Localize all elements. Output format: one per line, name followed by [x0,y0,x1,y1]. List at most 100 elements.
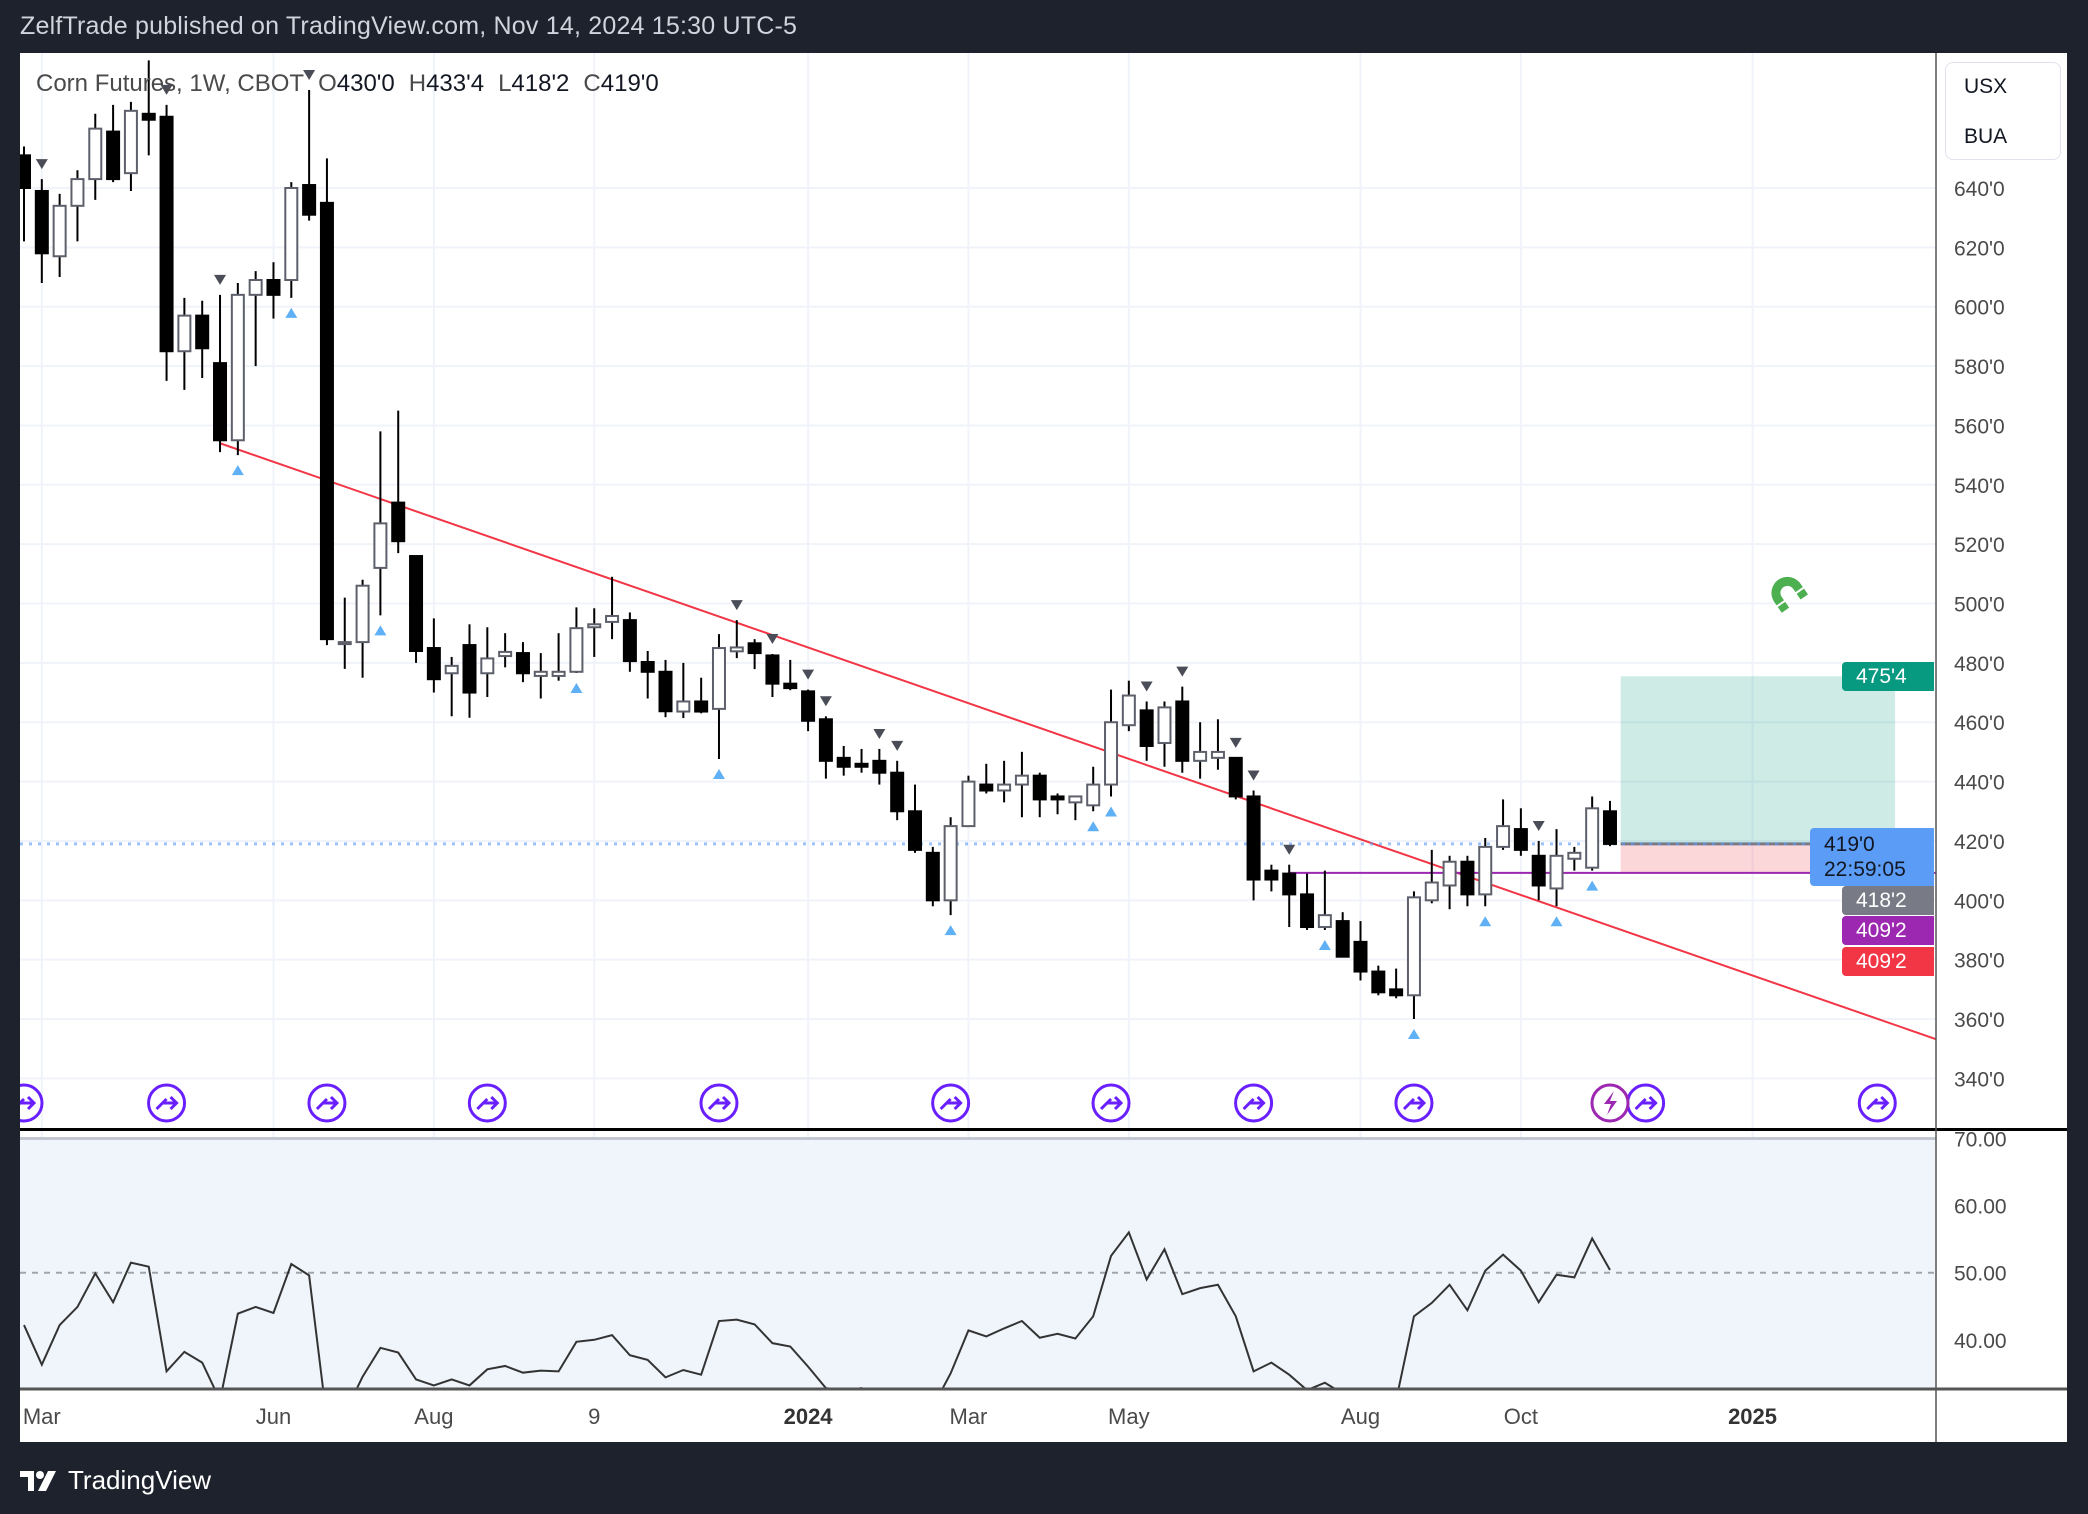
candle[interactable] [1602,800,1617,847]
candle[interactable] [426,618,441,693]
time-axis-label[interactable]: 9 [588,1404,600,1429]
candle[interactable] [88,113,103,200]
rsi-line[interactable] [23,1230,1611,1420]
candle[interactable] [997,760,1012,803]
candle[interactable] [622,612,637,672]
candle[interactable] [765,653,780,698]
event-icon[interactable] [147,1083,187,1123]
candle[interactable] [302,90,317,221]
candle[interactable] [1139,701,1154,761]
candle[interactable] [872,748,887,785]
candle[interactable] [1549,829,1564,907]
candle[interactable] [836,745,851,776]
event-icon[interactable] [307,1083,347,1123]
candle[interactable] [783,659,798,691]
currency-label[interactable]: USX [1964,75,2008,98]
candle[interactable] [1478,837,1493,907]
unit-label[interactable]: BUA [1964,125,2008,148]
candle[interactable] [1317,870,1332,930]
candle[interactable] [1300,873,1315,930]
candle[interactable] [498,633,513,668]
candle[interactable] [1068,795,1083,821]
candle[interactable] [1121,680,1136,732]
candle[interactable] [640,651,655,699]
event-icon[interactable] [931,1083,971,1123]
candle[interactable] [676,662,691,719]
candle[interactable] [213,294,228,453]
candle[interactable] [284,182,299,298]
symbol-legend[interactable]: Corn Futures, 1W, CBOT O430'0 H433'4 L418'2… [36,70,659,98]
candle[interactable] [1210,719,1225,770]
candle[interactable] [694,677,709,714]
candle[interactable] [355,579,370,678]
candle[interactable] [1531,840,1546,901]
event-icon[interactable] [6,1083,44,1123]
candle[interactable] [605,576,620,640]
candle[interactable] [729,620,744,659]
candle[interactable] [34,179,49,283]
candle[interactable] [515,642,530,683]
event-icon[interactable] [1394,1083,1434,1123]
candle[interactable] [1246,790,1261,901]
candle[interactable] [1371,965,1386,996]
candle[interactable] [1406,891,1421,1020]
candle[interactable] [373,431,388,616]
candle[interactable] [890,760,905,821]
candle[interactable] [908,784,922,853]
symbol-name[interactable]: Corn Futures, 1W, CBOT [36,70,305,97]
time-axis-label[interactable]: May [1108,1404,1150,1429]
candle[interactable] [248,271,263,367]
event-icon[interactable] [1857,1083,1897,1123]
candle[interactable] [195,300,210,378]
candle[interactable] [854,748,869,773]
earnings-lightning-icon[interactable] [1590,1083,1630,1123]
candle[interactable] [462,624,477,718]
magnet-icon[interactable] [1765,571,1809,613]
candle[interactable] [587,608,602,657]
candle[interactable] [266,262,281,319]
candle[interactable] [1282,864,1297,928]
candle[interactable] [18,146,31,242]
candle[interactable] [1032,772,1047,818]
candle[interactable] [1264,864,1279,892]
event-icon[interactable] [1234,1083,1274,1123]
candle[interactable] [1175,686,1190,773]
candle[interactable] [801,689,816,732]
candle[interactable] [1193,722,1208,779]
candle[interactable] [159,104,174,381]
candle[interactable] [319,158,334,646]
time-axis-label[interactable]: Aug [1341,1404,1380,1429]
candle[interactable] [1050,793,1065,815]
candle[interactable] [1567,846,1582,871]
candle[interactable] [70,170,85,242]
candle[interactable] [391,410,406,554]
candle[interactable] [106,104,121,183]
candle[interactable] [1157,701,1172,767]
event-icon[interactable] [467,1083,507,1123]
candle[interactable] [1104,689,1119,797]
trendline[interactable] [219,442,1938,1041]
time-axis-label[interactable]: 2024 [784,1404,834,1429]
candle[interactable] [230,282,245,456]
candle[interactable] [1496,799,1511,850]
time-axis-label[interactable]: Jun [256,1404,291,1429]
time-axis-label[interactable]: Aug [414,1404,453,1429]
candle[interactable] [1460,855,1475,907]
candle[interactable] [943,817,958,916]
candle[interactable] [480,627,495,698]
event-icon[interactable] [1626,1083,1666,1123]
candle[interactable] [1424,849,1439,904]
time-axis-label[interactable]: 2025 [1728,1404,1777,1429]
candle[interactable] [1442,855,1457,910]
candle[interactable] [711,634,726,760]
candle[interactable] [925,846,940,907]
price-pane[interactable] [6,60,1938,1123]
candle[interactable] [177,297,192,390]
candle[interactable] [1228,756,1243,800]
candle[interactable] [1335,912,1350,958]
candle[interactable] [1389,968,1404,999]
event-icon[interactable] [699,1083,739,1123]
candle[interactable] [1585,796,1600,871]
candle[interactable] [141,60,156,156]
